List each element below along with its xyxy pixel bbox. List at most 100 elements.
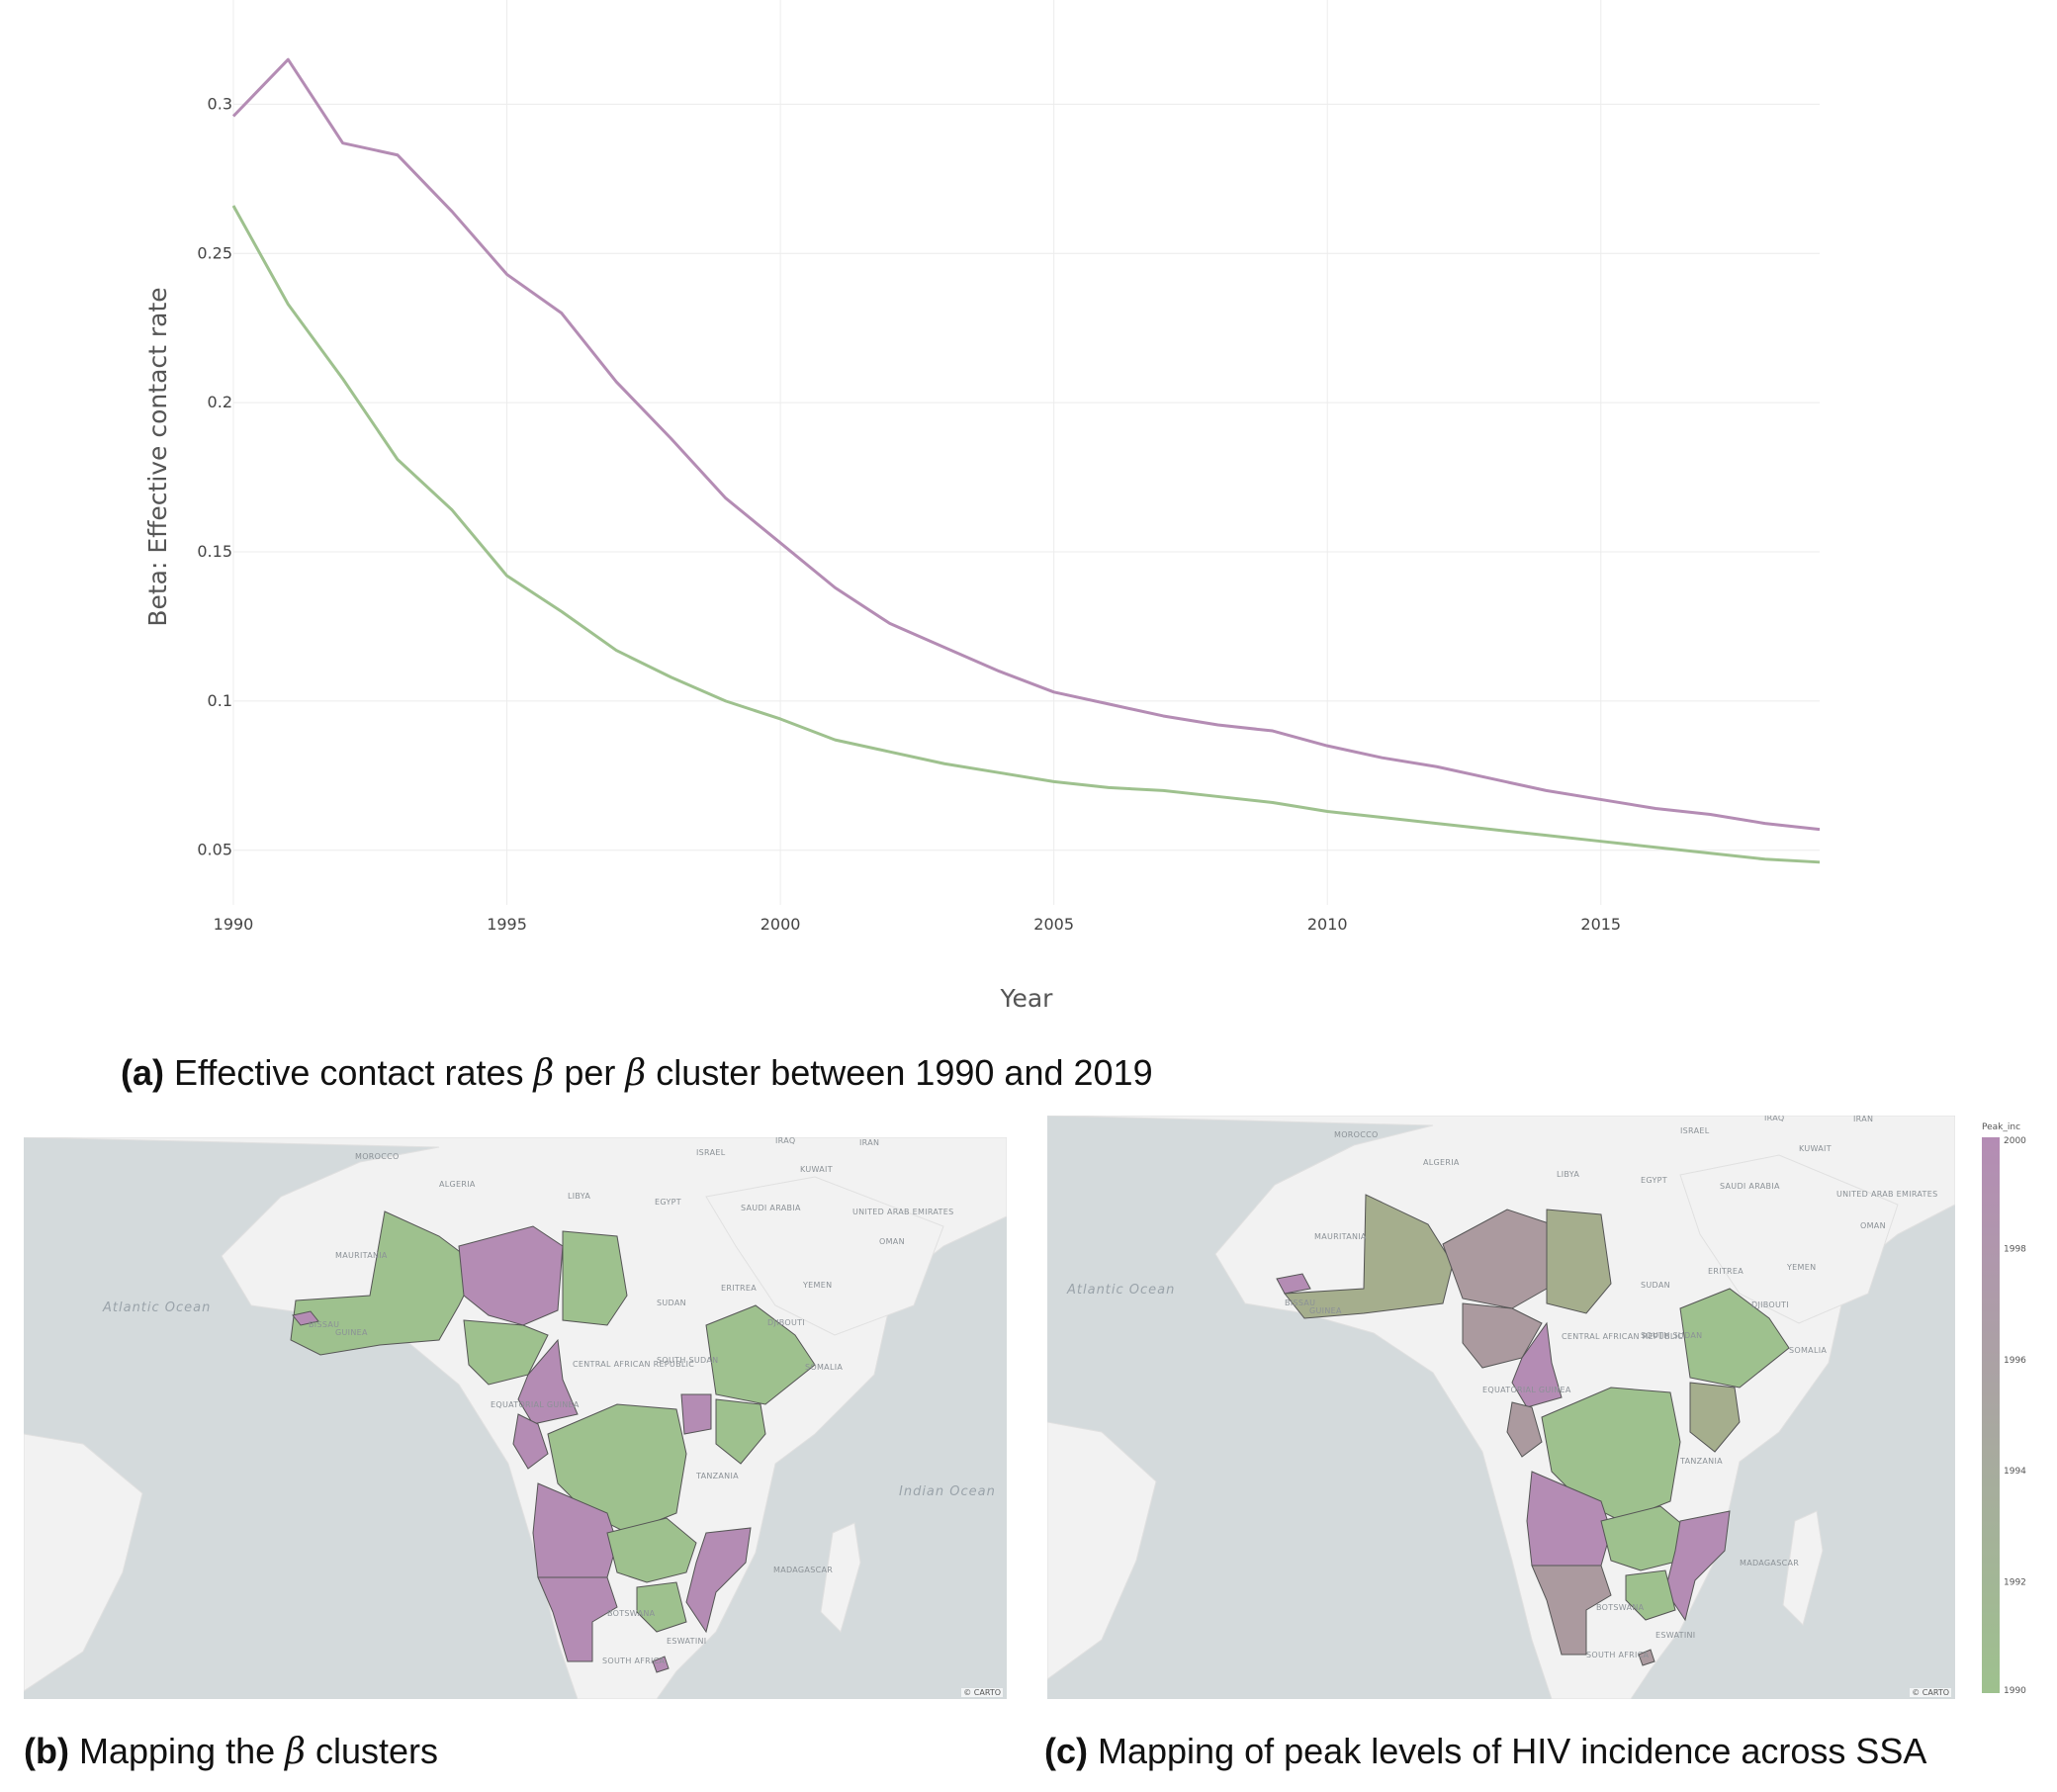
x-tick-label: 2005: [1033, 915, 1074, 934]
map-b-label-saudi: SAUDI ARABIA: [741, 1204, 801, 1212]
map-b-label-guinea: GUINEA: [335, 1328, 368, 1337]
map-b-label-mauritania: MAURITANIA: [335, 1251, 388, 1260]
map-b-label-south-sudan: SOUTH SUDAN: [657, 1356, 718, 1365]
region-ethiopia-green: [705, 1304, 816, 1405]
map-c-label-south-africa: SOUTH AFRICA: [1586, 1651, 1650, 1659]
region-congo-c: [1541, 1387, 1681, 1522]
colorbar-tick-label: 2000: [2004, 1136, 2026, 1146]
line-chart: 1990 1995 2000 2005 2010 2015 0.050.10.150.20…: [143, 0, 1821, 1013]
caption-b-text-2: clusters: [305, 1731, 438, 1771]
region-namibia-c: [1531, 1565, 1612, 1656]
x-tick-label: 1995: [487, 915, 527, 934]
map-c-label-israel: ISRAEL: [1680, 1126, 1710, 1135]
map-b-label-eq-guinea: EQUATORIAL GUINEA: [491, 1400, 580, 1409]
map-c-label-algeria: ALGERIA: [1423, 1158, 1460, 1167]
cluster-map[interactable]: MOROCCO ALGERIA LIBYA EGYPT SAUDI ARABIA…: [24, 1137, 1007, 1699]
carto-attribution-c[interactable]: © CARTO: [1910, 1688, 1951, 1697]
map-b-label-sudan: SUDAN: [657, 1299, 686, 1307]
map-c-label-libya: LIBYA: [1557, 1170, 1579, 1179]
colorbar-ticks: 2000 1998 1996 1994 1992 1990: [2004, 1136, 2026, 1696]
map-c-label-guinea: GUINEA: [1309, 1306, 1342, 1315]
map-b-label-yemen: YEMEN: [802, 1281, 832, 1290]
colorbar-title: Peak_inc: [1982, 1122, 2020, 1132]
region-botswana-green: [636, 1581, 687, 1633]
map-c-label-iraq: IRAQ: [1764, 1116, 1784, 1122]
map-c-label-saudi: SAUDI ARABIA: [1720, 1182, 1780, 1191]
y-tick-label: 0.3: [208, 94, 232, 113]
map-c-atlantic-ocean: Atlantic Ocean: [1066, 1283, 1175, 1298]
map-c-label-egypt: EGYPT: [1641, 1176, 1667, 1185]
region-senegal-c: [1276, 1273, 1311, 1295]
map-b-label-eritrea: ERITREA: [721, 1284, 757, 1293]
region-mozambique-c: [1664, 1510, 1731, 1622]
map-c-label-eswatini: ESWATINI: [1655, 1631, 1695, 1640]
map-b-label-morocco: MOROCCO: [355, 1152, 400, 1161]
map-b-label-iraq: IRAQ: [775, 1137, 795, 1145]
region-botswana-c: [1625, 1569, 1676, 1621]
map-b-label-egypt: EGYPT: [655, 1198, 681, 1207]
map-c-label-sudan: SUDAN: [1641, 1281, 1670, 1290]
y-tick-label: 0.1: [208, 691, 232, 710]
map-c-label-eq-guinea: EQUATORIAL GUINEA: [1482, 1386, 1571, 1394]
caption-a: (a) Effective contact rates β per β clus…: [121, 1052, 1153, 1094]
land-arabia: [705, 1176, 944, 1336]
x-axis-title: Year: [1000, 984, 1054, 1013]
y-tick-label: 0.15: [197, 542, 232, 561]
x-axis-ticks: 1990 1995 2000 2005 2010 2015: [214, 915, 1621, 934]
caption-c: (c) Mapping of peak levels of HIV incide…: [1044, 1731, 1926, 1772]
map-b-label-algeria: ALGERIA: [439, 1180, 476, 1189]
map-b-label-south-africa: SOUTH AFRICA: [602, 1657, 666, 1665]
region-senegal-purple: [292, 1310, 319, 1326]
peak-colorbar: Peak_inc 2000 1998 1996 1994 1992 1990: [1982, 1122, 2026, 1696]
region-zambia-green: [606, 1517, 697, 1583]
colorbar-tick-label: 1996: [2004, 1356, 2026, 1366]
map-c-label-somalia: SOMALIA: [1789, 1346, 1827, 1355]
colorbar-tick-label: 1990: [2004, 1686, 2026, 1696]
map-b-label-uae: UNITED ARAB EMIRATES: [852, 1208, 953, 1216]
map-b-label-somalia: SOMALIA: [805, 1363, 843, 1372]
region-chad-c: [1546, 1209, 1612, 1314]
x-tick-label: 1990: [214, 915, 254, 934]
caption-b-prefix: (b): [24, 1731, 69, 1771]
carto-attribution[interactable]: © CARTO: [961, 1688, 1003, 1697]
region-gabon-purple: [512, 1413, 549, 1470]
region-ethiopia-c: [1679, 1288, 1790, 1389]
region-kenya-c: [1689, 1382, 1741, 1453]
map-c-label-djibouti: DJIBOUTI: [1751, 1300, 1789, 1309]
map-c-label-botswana: BOTSWANA: [1596, 1603, 1645, 1612]
map-b-label-eswatini: ESWATINI: [667, 1637, 706, 1646]
y-axis-ticks: 0.05 0.1 0.15 0.2 0.25 0.3: [197, 94, 232, 858]
map-b-label-tanzania: TANZANIA: [695, 1472, 739, 1480]
map-c-label-uae: UNITED ARAB EMIRATES: [1836, 1190, 1937, 1199]
colorbar-tick-label: 1992: [2004, 1578, 2026, 1588]
land-madagascar-c: [1782, 1510, 1824, 1626]
region-namibia-purple: [537, 1576, 618, 1662]
map-c-label-south-sudan: SOUTH SUDAN: [1641, 1331, 1702, 1340]
map-b-label-iran: IRAN: [859, 1138, 879, 1147]
caption-a-text-1: Effective contact rates: [164, 1052, 534, 1093]
region-lesotho-c: [1638, 1649, 1655, 1666]
region-cameroon-c: [1511, 1321, 1563, 1408]
map-c-label-bissau: BISSAU: [1285, 1299, 1315, 1307]
map-b-atlantic-ocean: Atlantic Ocean: [102, 1300, 211, 1315]
chart-grid: [232, 0, 1820, 905]
map-c-label-car: CENTRAL AFRICAN REPUBLIC: [1562, 1332, 1683, 1341]
x-tick-label: 2010: [1307, 915, 1348, 934]
caption-c-text: Mapping of peak levels of HIV incidence …: [1088, 1731, 1927, 1771]
region-cameroon-purple: [517, 1338, 579, 1425]
cluster-map-svg: MOROCCO ALGERIA LIBYA EGYPT SAUDI ARABIA…: [24, 1137, 1007, 1699]
x-tick-label: 2000: [760, 915, 801, 934]
land-south-america-c: [1047, 1421, 1157, 1680]
land-arabia-c: [1679, 1154, 1899, 1324]
map-c-label-morocco: MOROCCO: [1334, 1130, 1379, 1139]
map-b-label-bissau: BISSAU: [309, 1320, 339, 1329]
y-tick-label: 0.25: [197, 243, 232, 262]
region-west-green: [290, 1210, 480, 1356]
map-c-label-eritrea: ERITREA: [1708, 1267, 1744, 1276]
y-tick-label: 0.2: [208, 393, 232, 411]
series-line-1: [231, 57, 1821, 832]
map-b-label-car: CENTRAL AFRICAN REPUBLIC: [573, 1360, 694, 1369]
map-b-label-libya: LIBYA: [568, 1192, 590, 1201]
region-kenya-green: [715, 1398, 766, 1465]
peak-incidence-map[interactable]: MOROCCO ALGERIA LIBYA EGYPT SAUDI ARABIA…: [1047, 1116, 1955, 1699]
